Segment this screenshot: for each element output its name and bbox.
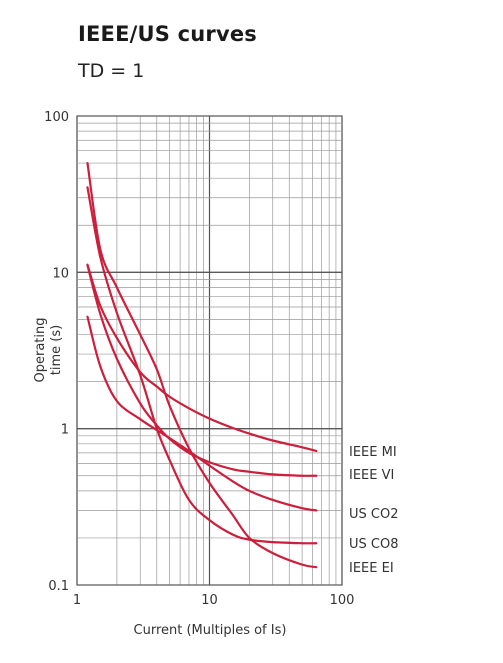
x-tick-label: 10 — [201, 593, 218, 608]
label-ieee-mi: IEEE MI — [349, 445, 397, 460]
y-axis-label-line-2: time (s) — [49, 325, 64, 375]
y-tick-label: 1 — [61, 423, 69, 438]
y-tick-label: 10 — [52, 266, 69, 281]
series-labels: IEEE MI IEEE VI US CO2 US CO8 IEEE EI — [349, 445, 398, 576]
label-ieee-ei: IEEE EI — [349, 561, 394, 576]
curve-us-co8 — [86, 186, 318, 545]
chart-subtitle: TD = 1 — [78, 60, 145, 82]
x-tick-label: 100 — [330, 593, 355, 608]
curve-us-co2 — [86, 315, 318, 512]
x-axis-label: Current (Multiples of Is) — [134, 623, 287, 638]
curve-group — [86, 161, 318, 569]
y-axis-label: Operating time (s) — [33, 318, 64, 383]
curve-ieee-ei — [86, 161, 318, 569]
grid-lines — [76, 115, 343, 586]
label-us-co2: US CO2 — [349, 507, 398, 522]
curve-ieee-mi — [86, 263, 318, 453]
y-tick-label: 100 — [44, 110, 69, 125]
tick-labels: 1 10 100 0.1 1 10 100 — [44, 110, 354, 608]
x-tick-label: 1 — [73, 593, 81, 608]
chart-title: IEEE/US curves — [78, 22, 257, 46]
label-ieee-vi: IEEE VI — [349, 468, 394, 483]
curve-ieee-vi — [86, 264, 318, 477]
y-tick-label: 0.1 — [48, 579, 69, 594]
y-axis-label-line-1: Operating — [33, 318, 48, 383]
label-us-co8: US CO8 — [349, 537, 398, 552]
